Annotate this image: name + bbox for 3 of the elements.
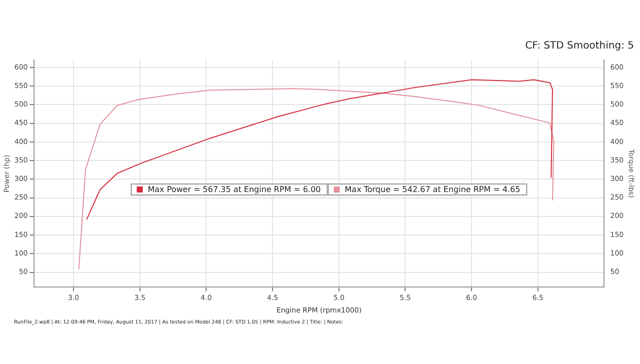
legend-label: Max Power = 567.35 at Engine RPM = 6.00 (148, 185, 321, 194)
legend-label: Max Torque = 542.67 at Engine RPM = 4.65 (344, 185, 520, 194)
text: CF: STD Smoothing: 5 (525, 40, 634, 52)
